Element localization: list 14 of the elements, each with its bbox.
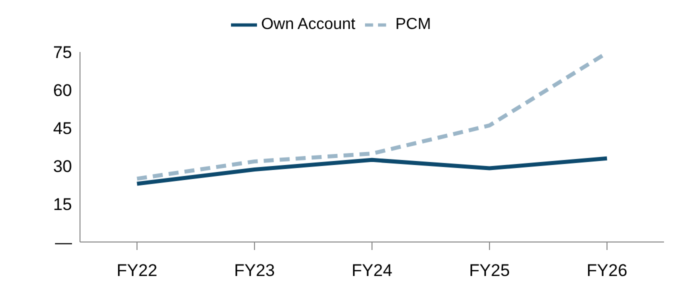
line-series bbox=[135, 156, 609, 186]
y-tick-label: 15 bbox=[53, 195, 72, 214]
y-tick-label: — bbox=[55, 233, 72, 252]
y-tick-label: 30 bbox=[53, 157, 72, 176]
legend-label: PCM bbox=[395, 16, 431, 34]
x-tick-label: FY24 bbox=[352, 261, 392, 280]
x-tick-label: FY23 bbox=[234, 261, 275, 280]
x-tick-label: FY25 bbox=[469, 261, 510, 280]
x-tick-label: FY22 bbox=[116, 261, 158, 280]
x-tick-label: FY26 bbox=[586, 261, 628, 280]
y-tick-label: 75 bbox=[53, 43, 72, 62]
y-tick-label: 45 bbox=[53, 119, 72, 138]
legend-label: Own Account bbox=[261, 16, 356, 34]
y-tick-label: 60 bbox=[53, 81, 72, 100]
